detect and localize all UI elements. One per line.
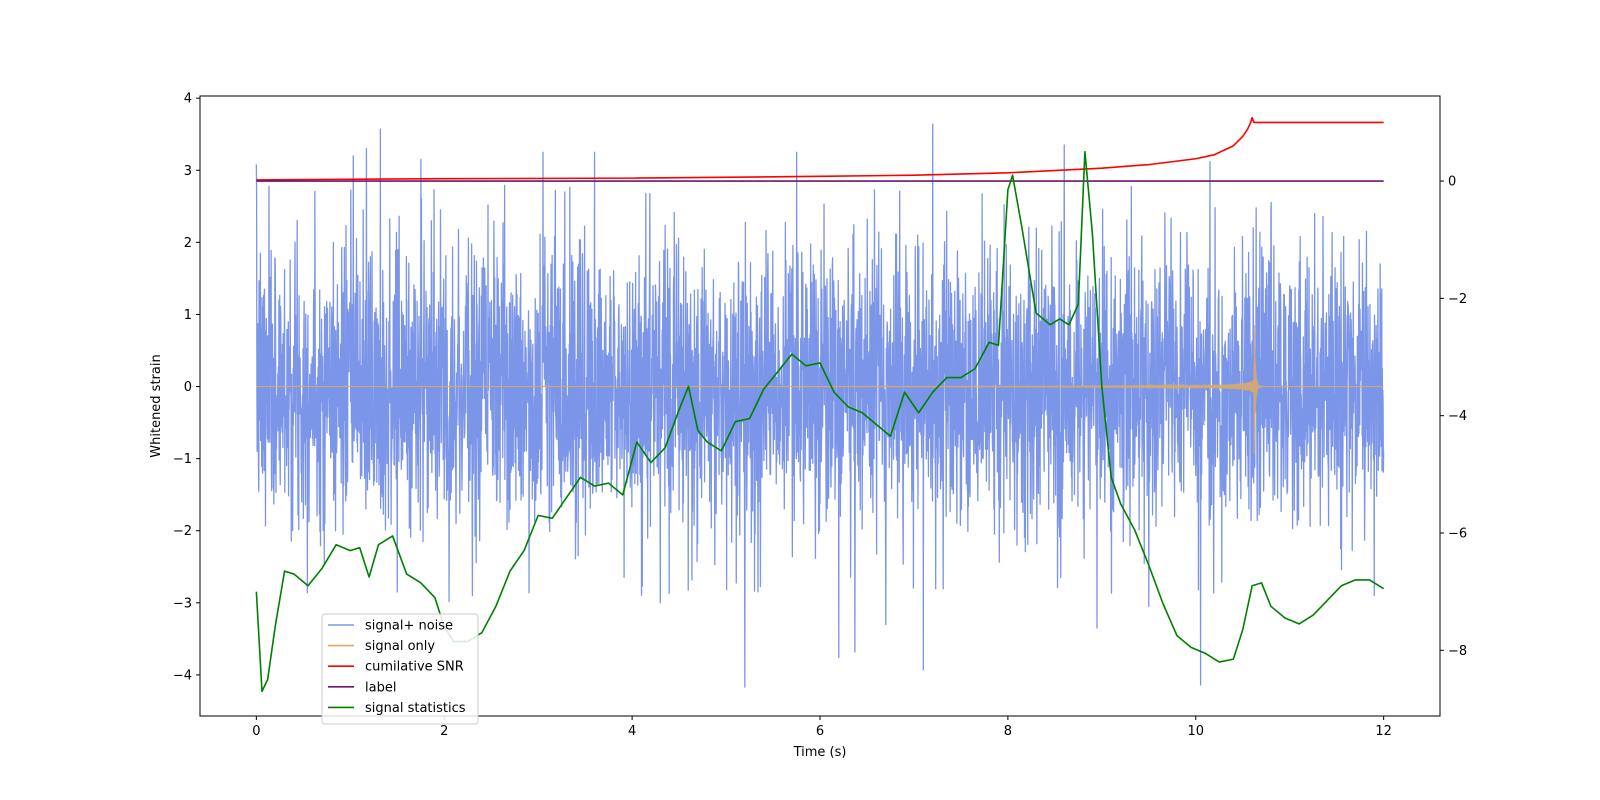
series-line-signal-only xyxy=(256,325,1384,455)
legend-entry-signal-only: signal only xyxy=(328,639,435,654)
y2-tick-label: −6 xyxy=(1448,526,1467,541)
y2-tick-label: 0 xyxy=(1448,175,1456,190)
y2-tick-label: −8 xyxy=(1448,644,1467,659)
series-line-signal-statistics xyxy=(255,150,1385,693)
y-tick-label: 4 xyxy=(184,92,192,107)
x-tick-label: 12 xyxy=(1375,724,1392,739)
x-tick-label: 10 xyxy=(1187,724,1204,739)
legend-box xyxy=(321,613,479,725)
y-tick-label: −1 xyxy=(173,452,192,467)
series-line-cumilative-snr xyxy=(256,116,1384,181)
y-tick-label: 3 xyxy=(184,164,192,179)
y-tick-label: 1 xyxy=(184,308,192,323)
y-tick-label: 0 xyxy=(184,380,192,395)
y-tick-label: −4 xyxy=(173,668,192,683)
y-axis-label: Whitened strain xyxy=(149,354,164,457)
y2-tick-label: −4 xyxy=(1448,409,1467,424)
legend-entry-label: label xyxy=(328,680,396,695)
series-line-signal-plus-noise xyxy=(255,123,1385,688)
y-tick-label: 2 xyxy=(184,236,192,251)
x-tick-label: 2 xyxy=(440,724,448,739)
x-tick-label: 4 xyxy=(628,724,636,739)
legend-label: cumilative SNR xyxy=(365,660,464,675)
x-axis-label: Time (s) xyxy=(793,745,847,760)
legend: signal+ noise signal only cumilative SNR la… xyxy=(321,613,479,725)
y-tick-label: −3 xyxy=(173,596,192,611)
y2-tick-label: −2 xyxy=(1448,292,1467,307)
x-tick-label: 8 xyxy=(1004,724,1012,739)
x-tick-label: 6 xyxy=(816,724,824,739)
legend-entries: signal+ noise signal only cumilative SNR la… xyxy=(328,619,466,716)
legend-label: label xyxy=(365,680,396,695)
y-tick-label: −2 xyxy=(173,524,192,539)
legend-entry-signal-noise: signal+ noise xyxy=(328,619,453,634)
legend-label: signal+ noise xyxy=(365,619,453,634)
legend-entry-signal-statistics: signal statistics xyxy=(328,701,466,716)
series-layer xyxy=(255,116,1385,693)
legend-entry-cumilative-snr: cumilative SNR xyxy=(328,660,464,675)
x-tick-label: 0 xyxy=(252,724,260,739)
legend-label: signal only xyxy=(365,639,435,654)
legend-label: signal statistics xyxy=(365,701,466,716)
